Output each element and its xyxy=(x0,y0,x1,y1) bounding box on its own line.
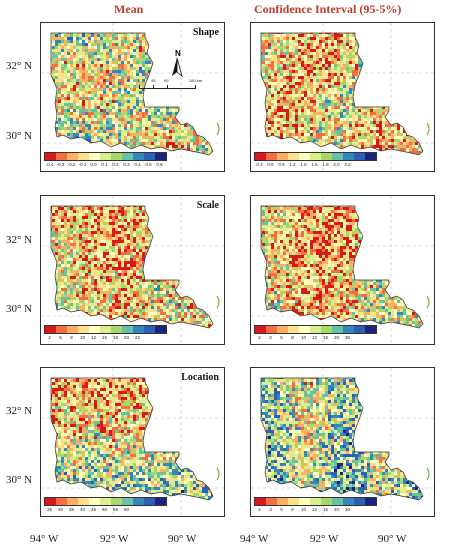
raster-cells xyxy=(51,378,213,500)
state-outline xyxy=(50,205,214,329)
lat-label-30n-row3: 30° N xyxy=(6,474,33,486)
north-arrow: N xyxy=(171,49,189,78)
raster-cells xyxy=(261,206,423,328)
color-legend: 25 30 35 40 45 50 55 60 xyxy=(44,497,167,512)
coastal-island xyxy=(426,467,430,481)
state-outline xyxy=(260,205,424,329)
scale-bar: 0 45 90 180 km xyxy=(138,78,202,94)
lon-label-90w-right: 90° W xyxy=(378,533,407,545)
lat-label-32n-row3: 32° N xyxy=(6,405,33,417)
lon-label-94w-left: 94° W xyxy=(30,533,59,545)
panel-title: Location xyxy=(181,372,219,383)
raster-cells xyxy=(51,206,213,328)
lat-label-32n-row2: 32° N xyxy=(6,234,33,246)
column-title-mean: Mean xyxy=(114,2,144,16)
location-ci-map xyxy=(251,368,434,516)
color-legend: -0.4 -0.3 -0.2 -0.1 0.0 0.1 0.2 0.3 0.4 0.5 0.6 xyxy=(44,152,167,167)
raster-cells xyxy=(261,33,423,155)
map-panel-location-ci: 2 3 5 8 10 12 15 20 30 xyxy=(250,367,435,517)
map-panel-scale-mean: Scale 2 5 8 10 12 15 18 20 22 xyxy=(40,195,225,345)
lon-label-92w-left: 92° W xyxy=(100,533,129,545)
map-panel-scale-ci: 2 3 5 8 10 12 15 20 30 xyxy=(250,195,435,345)
color-legend: 0.3 0.6 0.9 1.2 1.5 1.6 1.8 2.0 2.2 xyxy=(254,152,377,167)
panel-title: Shape xyxy=(192,27,219,38)
lon-label-94w-right: 94° W xyxy=(240,533,269,545)
lon-label-92w-right: 92° W xyxy=(310,533,339,545)
map-panel-shape-mean: Shape N 0 45 90 180 km -0.4 -0.3 -0.2 -0.1 0… xyxy=(40,22,225,172)
lat-label-30n-row1: 30° N xyxy=(6,130,33,142)
map-panel-location-mean: Location 25 30 35 40 45 50 55 60 xyxy=(40,367,225,517)
raster-cells xyxy=(261,378,423,500)
coastal-island xyxy=(426,122,430,136)
shape-ci-map xyxy=(251,23,434,171)
color-legend: 2 3 5 8 10 12 15 20 30 xyxy=(254,325,377,340)
state-outline xyxy=(50,377,214,501)
column-title-ci: Confidence Interval (95-5%) xyxy=(254,2,402,16)
coastal-island xyxy=(216,295,220,309)
location-mean-map xyxy=(41,368,224,516)
state-outline xyxy=(260,377,424,501)
scale-ci-map xyxy=(251,196,434,344)
scale-mean-map xyxy=(41,196,224,344)
lon-label-90w-left: 90° W xyxy=(168,533,197,545)
panel-title: Scale xyxy=(196,200,219,211)
shape-mean-map xyxy=(41,23,224,171)
map-panel-shape-ci: 0.3 0.6 0.9 1.2 1.5 1.6 1.8 2.0 2.2 xyxy=(250,22,435,172)
lat-label-30n-row2: 30° N xyxy=(6,303,33,315)
coastal-island xyxy=(216,467,220,481)
coastal-island xyxy=(426,295,430,309)
lat-label-32n-row1: 32° N xyxy=(6,60,33,72)
state-outline xyxy=(260,32,424,156)
color-legend: 2 5 8 10 12 15 18 20 22 xyxy=(44,325,167,340)
coastal-island xyxy=(216,122,220,136)
raster-cells xyxy=(51,33,213,155)
state-outline xyxy=(50,32,214,156)
color-legend: 2 3 5 8 10 12 15 20 30 xyxy=(254,497,377,512)
